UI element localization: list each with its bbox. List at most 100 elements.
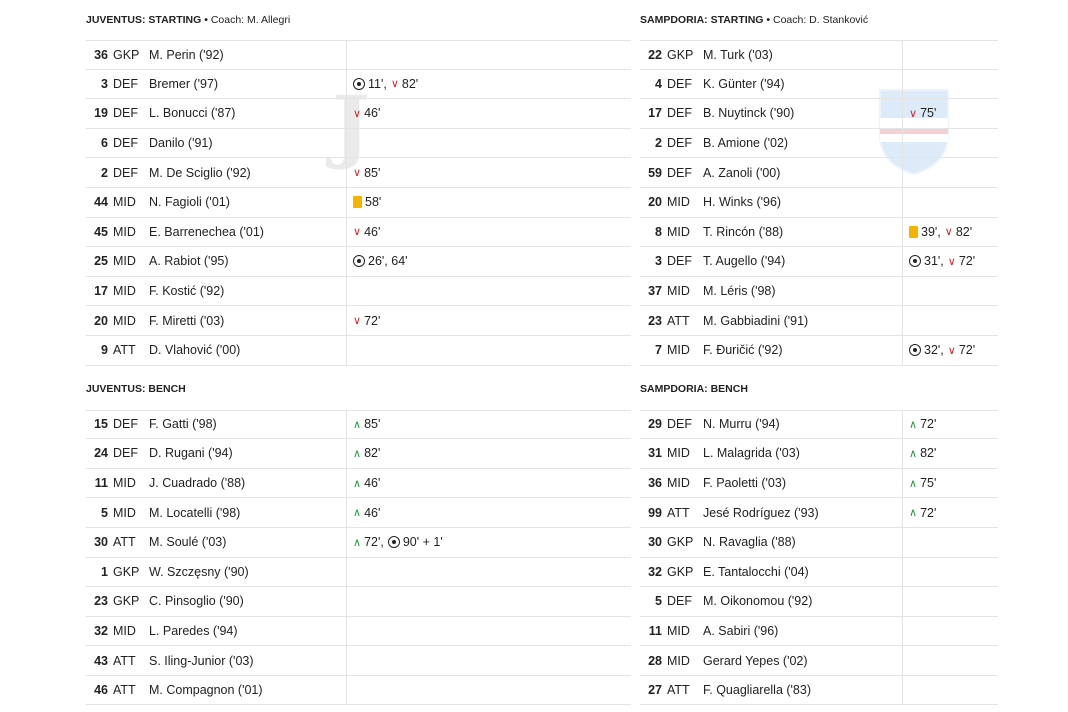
player-name[interactable]: W. Szczęsny ('90) (149, 564, 249, 579)
section-title: SAMPDORIA: STARTING (640, 14, 764, 26)
player-row[interactable]: 25 MID A. Rabiot ('95) 26', 64' (86, 247, 631, 277)
player-name[interactable]: J. Cuadrado ('88) (149, 476, 246, 491)
player-number: 4 (655, 76, 662, 91)
player-name[interactable]: F. Quagliarella ('83) (703, 683, 811, 698)
event-in: ∧ 46' (353, 476, 380, 490)
player-row[interactable]: 2 DEF M. De Sciglio ('92) ∨ 85' (86, 158, 631, 188)
player-name[interactable]: F. Kostić ('92) (149, 284, 225, 299)
player-name[interactable]: M. Gabbiadini ('91) (703, 313, 809, 328)
player-row[interactable]: 7 MID F. Đuričić ('92) 32', ∨ 72' (640, 335, 998, 366)
player-row[interactable]: 59 DEF A. Zanoli ('00) (640, 158, 998, 188)
player-name[interactable]: D. Vlahović ('00) (149, 343, 241, 358)
player-row[interactable]: 1 GKP W. Szczęsny ('90) (86, 557, 631, 588)
player-row[interactable]: 29 DEF N. Murru ('94) ∧ 72' (640, 409, 998, 440)
player-name[interactable]: M. De Sciglio ('92) (149, 165, 251, 180)
player-name[interactable]: L. Paredes ('94) (149, 623, 238, 638)
player-name[interactable]: F. Paoletti ('03) (703, 476, 786, 491)
player-name[interactable]: M. Soulé ('03) (149, 535, 227, 550)
player-row[interactable]: 6 DEF Danilo ('91) (86, 128, 631, 159)
player-name[interactable]: A. Rabiot ('95) (149, 254, 229, 269)
player-row[interactable]: 23 GKP C. Pinsoglio ('90) (86, 587, 631, 617)
player-row[interactable]: 32 MID L. Paredes ('94) (86, 616, 631, 647)
section-title: SAMPDORIA: BENCH (640, 382, 748, 395)
player-name[interactable]: T. Augello ('94) (703, 254, 786, 269)
player-name[interactable]: N. Ravaglia ('88) (703, 535, 796, 550)
player-name[interactable]: B. Nuytinck ('90) (703, 106, 795, 121)
player-number: 3 (101, 76, 108, 91)
player-name[interactable]: Danilo ('91) (149, 136, 213, 151)
player-row[interactable]: 28 MID Gerard Yepes ('02) (640, 646, 998, 676)
player-row[interactable]: 3 DEF T. Augello ('94) 31', ∨ 72' (640, 247, 998, 277)
player-name[interactable]: M. Locatelli ('98) (149, 505, 241, 520)
player-row[interactable]: 22 GKP M. Turk ('03) (640, 40, 998, 70)
event-goal: 31', (909, 254, 944, 268)
player-position: ATT (113, 535, 136, 550)
player-row[interactable]: 5 MID M. Locatelli ('98) ∧ 46' (86, 498, 631, 528)
player-row[interactable]: 32 GKP E. Tantalocchi ('04) (640, 557, 998, 588)
player-number: 32 (648, 564, 662, 579)
player-row[interactable]: 45 MID E. Barrenechea ('01) ∨ 46' (86, 217, 631, 248)
player-name[interactable]: D. Rugani ('94) (149, 446, 233, 461)
player-row[interactable]: 20 MID F. Miretti ('03) ∨ 72' (86, 306, 631, 336)
player-row[interactable]: 37 MID M. Léris ('98) (640, 276, 998, 307)
player-name[interactable]: N. Murru ('94) (703, 417, 780, 432)
player-row[interactable]: 8 MID T. Rincón ('88) 39', ∨ 82' (640, 217, 998, 248)
player-row[interactable]: 43 ATT S. Iling-Junior ('03) (86, 646, 631, 676)
player-name[interactable]: L. Bonucci ('87) (149, 106, 236, 121)
player-row[interactable]: 31 MID L. Malagrida ('03) ∧ 82' (640, 439, 998, 469)
player-row[interactable]: 15 DEF F. Gatti ('98) ∧ 85' (86, 409, 631, 440)
player-row[interactable]: 19 DEF L. Bonucci ('87) ∨ 46' (86, 99, 631, 129)
player-position: GKP (667, 535, 694, 550)
player-row[interactable]: 4 DEF K. Günter ('94) (640, 69, 998, 100)
player-name[interactable]: K. Günter ('94) (703, 76, 785, 91)
player-name[interactable]: Gerard Yepes ('02) (703, 653, 808, 668)
player-name[interactable]: C. Pinsoglio ('90) (149, 594, 244, 609)
player-row[interactable]: 17 MID F. Kostić ('92) (86, 276, 631, 307)
player-row[interactable]: 5 DEF M. Oikonomou ('92) (640, 587, 998, 617)
player-position: DEF (667, 254, 692, 269)
player-name[interactable]: A. Sabiri ('96) (703, 623, 779, 638)
player-name[interactable]: F. Gatti ('98) (149, 417, 217, 432)
player-name[interactable]: E. Barrenechea ('01) (149, 224, 264, 239)
player-name[interactable]: L. Malagrida ('03) (703, 446, 800, 461)
player-row[interactable]: 3 DEF Bremer ('97) 11', ∨ 82' (86, 69, 631, 100)
player-row[interactable]: 17 DEF B. Nuytinck ('90) ∨ 75' (640, 99, 998, 129)
player-row[interactable]: 44 MID N. Fagioli ('01) 58' (86, 187, 631, 218)
player-name[interactable]: F. Đuričić ('92) (703, 343, 783, 358)
player-row[interactable]: 23 ATT M. Gabbiadini ('91) (640, 306, 998, 336)
player-row[interactable]: 11 MID A. Sabiri ('96) (640, 616, 998, 647)
player-name[interactable]: M. Turk ('03) (703, 47, 773, 62)
player-name[interactable]: Jesé Rodríguez ('93) (703, 505, 819, 520)
player-row[interactable]: 30 GKP N. Ravaglia ('88) (640, 527, 998, 558)
player-row[interactable]: 11 MID J. Cuadrado ('88) ∧ 46' (86, 468, 631, 499)
player-name[interactable]: M. Oikonomou ('92) (703, 594, 813, 609)
player-name[interactable]: H. Winks ('96) (703, 195, 782, 210)
player-events: ∧ 46' (346, 468, 631, 498)
player-row[interactable]: 36 MID F. Paoletti ('03) ∧ 75' (640, 468, 998, 499)
sampdoria-bench-header: SAMPDORIA: BENCH (640, 366, 998, 410)
player-name[interactable]: T. Rincón ('88) (703, 224, 784, 239)
player-name[interactable]: B. Amione ('02) (703, 136, 789, 151)
player-row[interactable]: 99 ATT Jesé Rodríguez ('93) ∧ 72' (640, 498, 998, 528)
player-name[interactable]: N. Fagioli ('01) (149, 195, 230, 210)
player-row[interactable]: 24 DEF D. Rugani ('94) ∧ 82' (86, 439, 631, 469)
player-row[interactable]: 20 MID H. Winks ('96) (640, 187, 998, 218)
player-row[interactable]: 46 ATT M. Compagnon ('01) (86, 675, 631, 706)
event-minute: 72' (364, 313, 381, 328)
player-row[interactable]: 30 ATT M. Soulé ('03) ∧ 72', 90' + 1' (86, 527, 631, 558)
player-name[interactable]: F. Miretti ('03) (149, 313, 225, 328)
player-position: MID (667, 653, 690, 668)
player-name[interactable]: M. Compagnon ('01) (149, 683, 263, 698)
player-events (346, 646, 631, 675)
player-name[interactable]: M. Léris ('98) (703, 284, 776, 299)
player-name[interactable]: A. Zanoli ('00) (703, 165, 781, 180)
player-row[interactable]: 2 DEF B. Amione ('02) (640, 128, 998, 159)
player-row[interactable]: 9 ATT D. Vlahović ('00) (86, 335, 631, 366)
player-events: ∨ 46' (346, 99, 631, 128)
player-name[interactable]: E. Tantalocchi ('04) (703, 564, 809, 579)
player-name[interactable]: S. Iling-Junior ('03) (149, 653, 254, 668)
player-name[interactable]: M. Perin ('92) (149, 47, 224, 62)
player-row[interactable]: 36 GKP M. Perin ('92) (86, 40, 631, 70)
player-name[interactable]: Bremer ('97) (149, 76, 219, 91)
player-row[interactable]: 27 ATT F. Quagliarella ('83) (640, 675, 998, 706)
